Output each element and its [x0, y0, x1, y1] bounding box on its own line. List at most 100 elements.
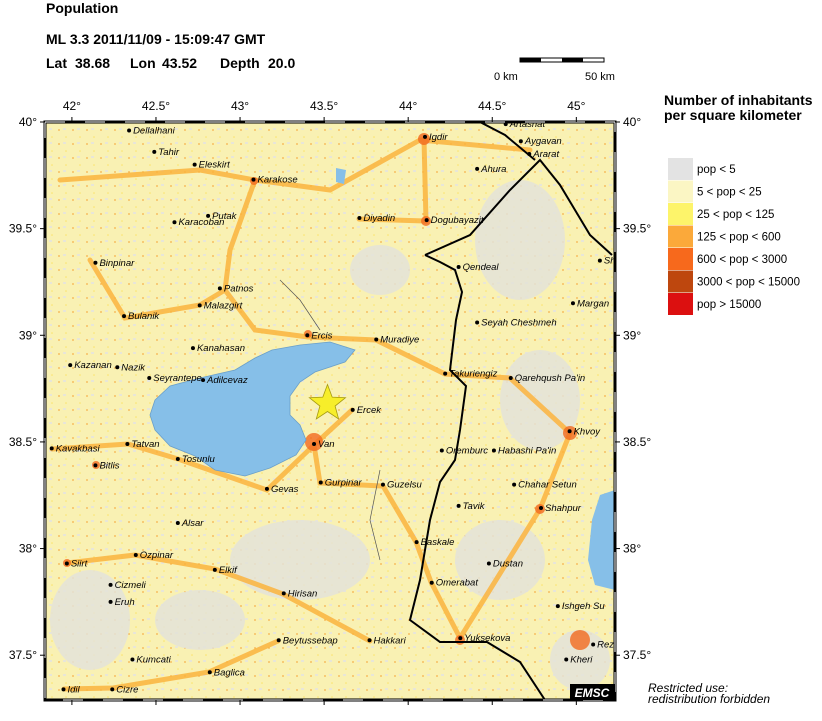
legend-label: 125 < pop < 600 — [697, 232, 781, 244]
city-dot — [512, 482, 517, 487]
notice-line: redistribution forbidden — [648, 692, 770, 706]
city-label: Alsar — [181, 518, 204, 529]
lake-ercek — [336, 168, 346, 184]
city-dot — [212, 567, 217, 572]
city-dot — [281, 591, 286, 596]
legend-label: 600 < pop < 3000 — [697, 254, 787, 266]
city-label: Kavakbasi — [56, 443, 101, 454]
city-label: Patnos — [224, 283, 254, 294]
y-tick-label: 38.5° — [9, 435, 37, 449]
axes: 42° 42.5° 43° 43.5° 44° 44.5° 45° 37.5° 37.5° 38°… — [9, 99, 651, 705]
city-label: Tavik — [463, 501, 486, 512]
city-label: Van — [318, 439, 335, 450]
city-label: Ishgeh Su — [562, 601, 605, 612]
city-label: Igdir — [429, 132, 448, 143]
lake-van — [149, 341, 356, 477]
city-dot — [380, 482, 385, 487]
city-dot — [443, 371, 448, 376]
depth-label: Depth — [220, 55, 260, 71]
city-dot — [93, 260, 98, 265]
city-dot — [475, 166, 480, 171]
borders — [408, 122, 613, 700]
scale-start: 0 km — [494, 71, 518, 83]
city-dot — [93, 463, 98, 468]
city-label: Habashi Pa'in — [498, 445, 556, 456]
city-label: Diyadin — [363, 213, 395, 224]
event-line: ML 3.3 2011/11/09 - 15:09:47 GMT — [46, 31, 266, 47]
city-label: Yuksekova — [464, 633, 510, 644]
legend-swatch — [668, 293, 693, 315]
city-dot — [350, 407, 355, 412]
city-label: Gurpinar — [325, 477, 363, 488]
x-tick-label: 42.5° — [142, 99, 170, 113]
city-label: Adilcevaz — [206, 375, 248, 386]
city-dot — [555, 604, 560, 609]
city-label: Karacoban — [178, 217, 224, 228]
epicenter-star — [308, 383, 347, 420]
city-dot — [175, 456, 180, 461]
city-dot — [591, 642, 596, 647]
city-dot — [414, 540, 419, 545]
city-dot — [429, 580, 434, 585]
city-label: Hakkari — [374, 635, 407, 646]
city-label: Takuriengiz — [449, 369, 497, 380]
x-tick-label: 44.5° — [478, 99, 506, 113]
legend-swatch — [668, 203, 693, 225]
city-dot — [201, 378, 206, 383]
city-label: Aygavan — [524, 136, 562, 147]
y-tick-label: 40° — [623, 115, 641, 129]
lat-value: 38.68 — [75, 55, 110, 71]
city-dot — [190, 346, 195, 351]
city-dot — [251, 177, 256, 182]
title: Population — [46, 0, 118, 16]
x-tick-label: 45° — [567, 99, 585, 113]
lon-label: Lon — [130, 55, 156, 71]
city-dot — [61, 687, 66, 692]
sparse-areas — [50, 180, 610, 690]
city-dot — [456, 265, 461, 270]
lat-label: Lat — [46, 55, 67, 71]
city-label: Ercek — [357, 405, 383, 416]
city-dot — [49, 446, 54, 451]
city-label: Beytussebap — [283, 635, 338, 646]
y-tick-label: 37.5° — [9, 648, 37, 662]
city-label: Putak — [212, 211, 238, 222]
city-dot — [564, 657, 569, 662]
depth-value: 20.0 — [268, 55, 295, 71]
city-label: Karakose — [257, 175, 297, 186]
city-dot — [518, 139, 523, 144]
city-dot — [318, 480, 323, 485]
city-dot — [357, 215, 362, 220]
city-label: Margan — [577, 298, 609, 309]
y-tick-label: 39° — [19, 328, 37, 342]
legend-swatch — [668, 270, 693, 293]
city-label: Qendeal — [463, 262, 500, 273]
legend-swatch — [668, 225, 693, 248]
city-label: Nazik — [121, 362, 146, 373]
legend-title: per square kilometer — [664, 107, 802, 123]
legend-label: pop < 5 — [697, 164, 736, 176]
city-dot — [125, 442, 130, 447]
legend-label: pop > 15000 — [697, 299, 761, 311]
city-label: Cizre — [116, 684, 138, 695]
city-label: Rezo — [597, 640, 619, 651]
city-dot — [108, 599, 113, 604]
city-dot — [64, 561, 69, 566]
city-dot — [305, 333, 310, 338]
city-dot — [570, 301, 575, 306]
city-dot — [147, 375, 152, 380]
city-label: Malazgirt — [204, 300, 243, 311]
legend-swatch — [668, 248, 693, 270]
city-dot — [122, 314, 127, 319]
city-label: Chahar Setun — [518, 480, 577, 491]
x-tick-label: 42° — [63, 99, 81, 113]
legend-title: Number of inhabitants — [664, 92, 813, 108]
logo-box — [570, 684, 615, 700]
city-dot — [276, 638, 281, 643]
city-dot — [475, 320, 480, 325]
city-dot — [108, 582, 113, 587]
city-label: Tahir — [158, 147, 180, 158]
city-dot — [130, 657, 135, 662]
city-dot — [458, 636, 463, 641]
